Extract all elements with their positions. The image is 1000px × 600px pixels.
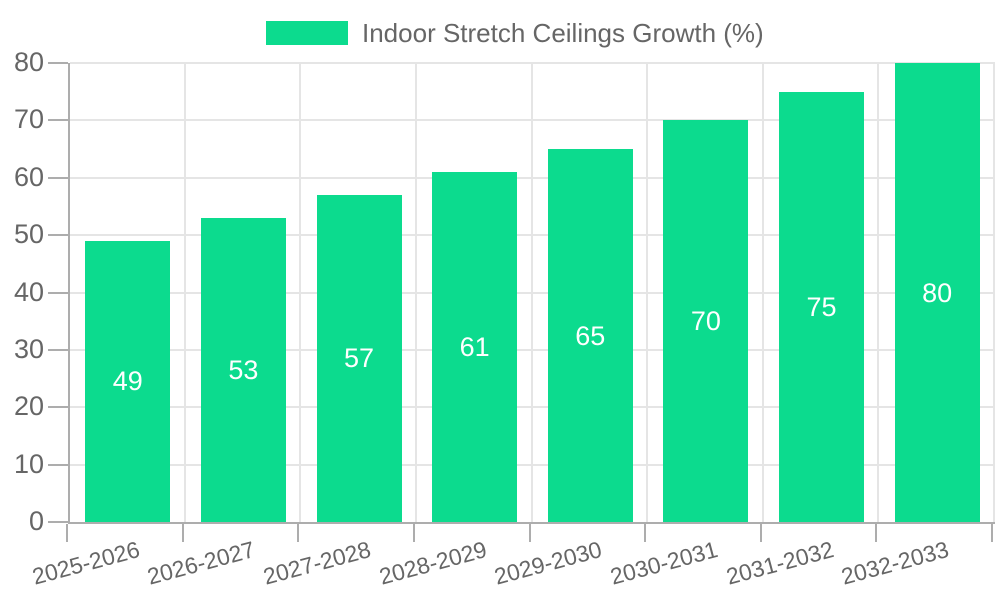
bar[interactable] — [432, 172, 518, 522]
gridline-h — [70, 406, 995, 409]
y-tick — [48, 62, 68, 64]
y-tick-label: 80 — [13, 47, 44, 77]
legend-swatch — [266, 21, 348, 45]
gridline-h — [70, 176, 995, 179]
y-tick — [48, 406, 68, 409]
y-tick — [48, 176, 68, 179]
y-tick — [48, 291, 68, 294]
legend[interactable]: Indoor Stretch Ceilings Growth (%) — [266, 14, 764, 52]
gridline-v — [299, 63, 302, 522]
x-tick — [644, 524, 647, 542]
bar[interactable] — [894, 63, 980, 522]
x-tick — [875, 524, 878, 542]
legend-label: Indoor Stretch Ceilings Growth (%) — [362, 17, 764, 48]
x-tick — [181, 524, 184, 542]
x-tick-label: 2027-2028 — [260, 536, 374, 590]
y-tick — [48, 119, 68, 122]
gridline-h — [70, 348, 995, 351]
bar[interactable] — [779, 91, 865, 522]
y-tick — [48, 463, 68, 466]
gridline-v — [761, 63, 764, 522]
x-tick-label: 2032-2033 — [838, 536, 952, 590]
gridline-h — [70, 62, 995, 64]
y-tick-label: 30 — [13, 333, 44, 364]
gridline-v — [530, 63, 533, 522]
gridline-v — [877, 63, 880, 522]
x-tick-label: 2028-2029 — [376, 536, 490, 590]
bar[interactable] — [85, 240, 171, 522]
bar[interactable] — [547, 149, 633, 522]
gridline-v — [183, 63, 186, 522]
y-tick — [48, 521, 68, 523]
x-tick — [412, 524, 415, 542]
bar[interactable] — [663, 120, 749, 522]
x-tick — [297, 524, 300, 542]
bar[interactable] — [200, 217, 286, 522]
gridline-h — [70, 291, 995, 294]
y-tick — [48, 348, 68, 351]
y-tick-label: 60 — [13, 161, 44, 192]
gridline-h — [70, 119, 995, 122]
y-tick-label: 10 — [13, 448, 44, 479]
x-tick — [528, 524, 531, 542]
x-tick — [66, 524, 68, 542]
x-tick-label: 2030-2031 — [607, 536, 721, 590]
x-tick-label: 2031-2032 — [723, 536, 837, 590]
y-tick-label: 70 — [13, 104, 44, 135]
gridline-h — [70, 463, 995, 466]
plot-area: 49 53 57 61 65 70 75 80 — [68, 62, 995, 524]
y-tick-label: 20 — [13, 391, 44, 422]
bar[interactable] — [316, 194, 402, 522]
x-tick-label: 2029-2030 — [491, 536, 605, 590]
y-tick — [48, 234, 68, 237]
gridline-h — [70, 234, 995, 237]
x-tick — [991, 524, 993, 542]
gridline-v — [414, 63, 417, 522]
x-tick-label: 2025-2026 — [29, 536, 143, 590]
x-tick-label: 2026-2027 — [144, 536, 258, 590]
y-tick-label: 50 — [13, 219, 44, 250]
gridline-v — [993, 63, 995, 522]
y-tick-label: 0 — [28, 506, 44, 536]
y-tick-label: 40 — [13, 276, 44, 307]
gridline-v — [646, 63, 649, 522]
x-tick — [759, 524, 762, 542]
